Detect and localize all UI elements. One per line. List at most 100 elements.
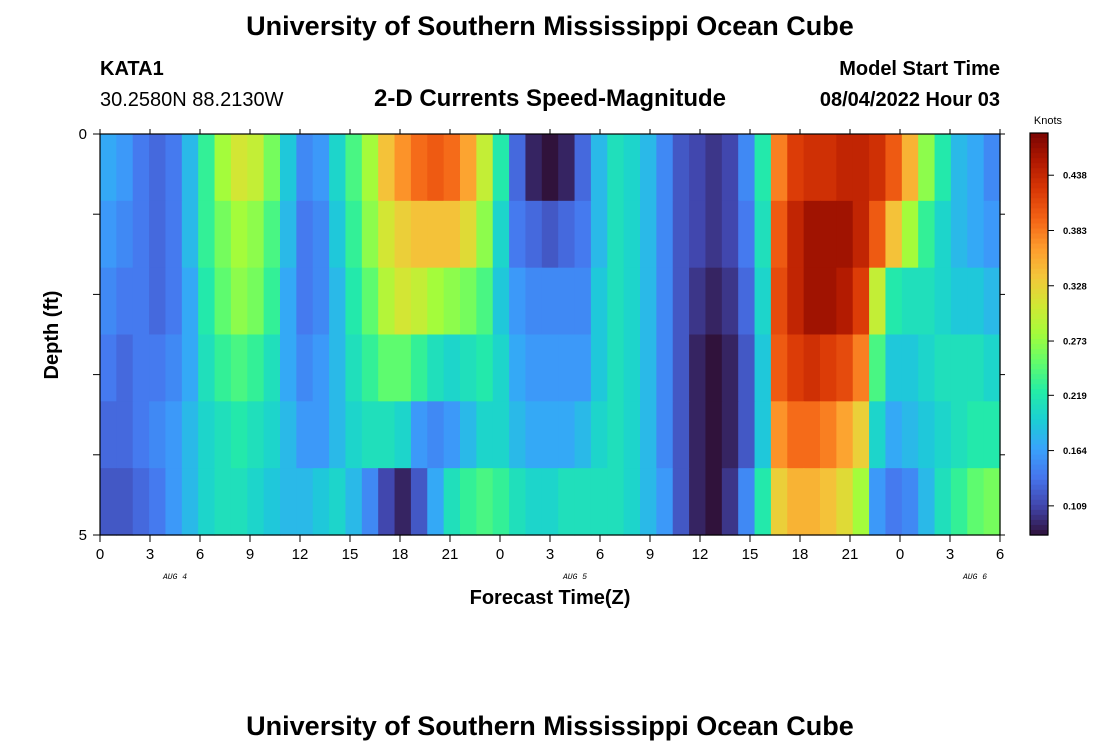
heatmap-cell <box>607 200 625 269</box>
colorbar-tick-label: 0.328 <box>1063 281 1087 292</box>
heatmap-cell <box>869 267 887 336</box>
heatmap-cell <box>509 200 527 269</box>
heatmap-cell <box>296 267 314 336</box>
colorbar-swatch <box>1030 354 1048 360</box>
heatmap-cell <box>590 468 608 536</box>
colorbar-swatch <box>1030 459 1048 466</box>
heatmap-cells <box>100 134 1001 536</box>
colorbar-swatch <box>1030 389 1048 395</box>
heatmap-cell <box>247 200 265 269</box>
colorbar-swatch <box>1030 303 1048 310</box>
heatmap-cell <box>230 401 248 469</box>
heatmap-cell <box>345 200 363 269</box>
heatmap-cell <box>689 134 707 202</box>
heatmap-cell <box>181 267 199 336</box>
colorbar-swatch <box>1030 364 1048 370</box>
heatmap-cell <box>361 267 379 336</box>
heatmap-cell <box>263 267 281 336</box>
heatmap-cell <box>607 267 625 336</box>
colorbar-swatch <box>1030 218 1048 225</box>
heatmap-cell <box>836 200 854 269</box>
heatmap-cell <box>574 200 592 269</box>
heatmap-cell <box>787 468 805 536</box>
heatmap-cell <box>967 334 985 402</box>
heatmap-cell <box>460 468 477 536</box>
heatmap-cell <box>165 267 183 336</box>
heatmap-cell <box>754 334 772 402</box>
heatmap-cell <box>787 401 805 469</box>
colorbar-swatch <box>1030 509 1048 516</box>
x-date-label: AUG 6 <box>962 573 987 582</box>
colorbar-swatch <box>1030 308 1048 315</box>
heatmap-cell <box>541 134 559 202</box>
heatmap-cell <box>738 200 756 269</box>
heatmap-cell <box>590 200 608 269</box>
colorbar-swatch <box>1030 479 1048 486</box>
heatmap-cell <box>640 468 657 536</box>
colorbar-swatch <box>1030 529 1048 536</box>
colorbar-swatch <box>1030 198 1048 204</box>
heatmap-cell <box>820 468 837 536</box>
heatmap-cell <box>590 401 608 469</box>
heatmap-cell <box>590 267 608 336</box>
heatmap-cell <box>263 200 281 269</box>
heatmap-cell <box>427 401 445 469</box>
heatmap-cell <box>214 334 232 402</box>
colorbar-swatch <box>1030 464 1048 471</box>
heatmap-cell <box>378 134 396 202</box>
x-tick-label: 15 <box>742 546 759 563</box>
heatmap-cell <box>770 401 788 469</box>
heatmap-cell <box>198 334 216 402</box>
heatmap-cell <box>574 267 592 336</box>
heatmap-cell <box>607 401 625 469</box>
heatmap-cell <box>705 134 723 202</box>
heatmap-cell <box>623 468 641 536</box>
colorbar-tick-label: 0.273 <box>1063 337 1087 348</box>
x-tick-label: 0 <box>496 546 504 563</box>
colorbar-swatch <box>1030 288 1048 295</box>
colorbar-swatch <box>1030 384 1048 390</box>
heatmap-cell <box>590 134 608 202</box>
heatmap-cell <box>852 401 870 469</box>
heatmap-cell <box>214 200 232 269</box>
heatmap-cell <box>770 267 788 336</box>
heatmap-cell <box>329 401 347 469</box>
heatmap-cell <box>525 468 543 536</box>
heatmap-cell <box>983 401 1001 469</box>
heatmap-cell <box>443 134 461 202</box>
heatmap-cell <box>100 334 117 402</box>
heatmap-cell <box>132 334 150 402</box>
model-start-value: 08/04/2022 Hour 03 <box>820 89 1000 111</box>
heatmap-cell <box>754 468 772 536</box>
colorbar-swatch <box>1030 183 1048 189</box>
colorbar-swatch <box>1030 399 1048 405</box>
heatmap-cell <box>607 468 625 536</box>
heatmap-cell <box>787 200 805 269</box>
heatmap-cell <box>656 468 674 536</box>
heatmap-cell <box>230 468 248 536</box>
chart-subtitle: 2-D Currents Speed-Magnitude <box>374 85 726 112</box>
colorbar-swatch <box>1030 268 1048 275</box>
heatmap-cell <box>345 134 363 202</box>
colorbar-swatch <box>1030 409 1048 416</box>
colorbar-swatch <box>1030 158 1048 164</box>
heatmap-cell <box>738 134 756 202</box>
heatmap-cell <box>525 134 543 202</box>
x-tick-label: 3 <box>946 546 954 563</box>
heatmap-cell <box>525 401 543 469</box>
heatmap-cell <box>525 200 543 269</box>
heatmap-cell <box>983 200 1001 269</box>
y-axis-title: Depth (ft) <box>41 291 63 380</box>
heatmap-cell <box>950 334 968 402</box>
colorbar-swatch <box>1030 439 1048 446</box>
heatmap-cell <box>361 401 379 469</box>
heatmap-cell <box>345 334 363 402</box>
heatmap-cell <box>640 334 657 402</box>
heatmap-cell <box>443 334 461 402</box>
heatmap-cell <box>181 334 199 402</box>
heatmap-cell <box>345 401 363 469</box>
x-tick-label: 3 <box>146 546 154 563</box>
heatmap-cell <box>100 134 117 202</box>
heatmap-cell <box>443 401 461 469</box>
